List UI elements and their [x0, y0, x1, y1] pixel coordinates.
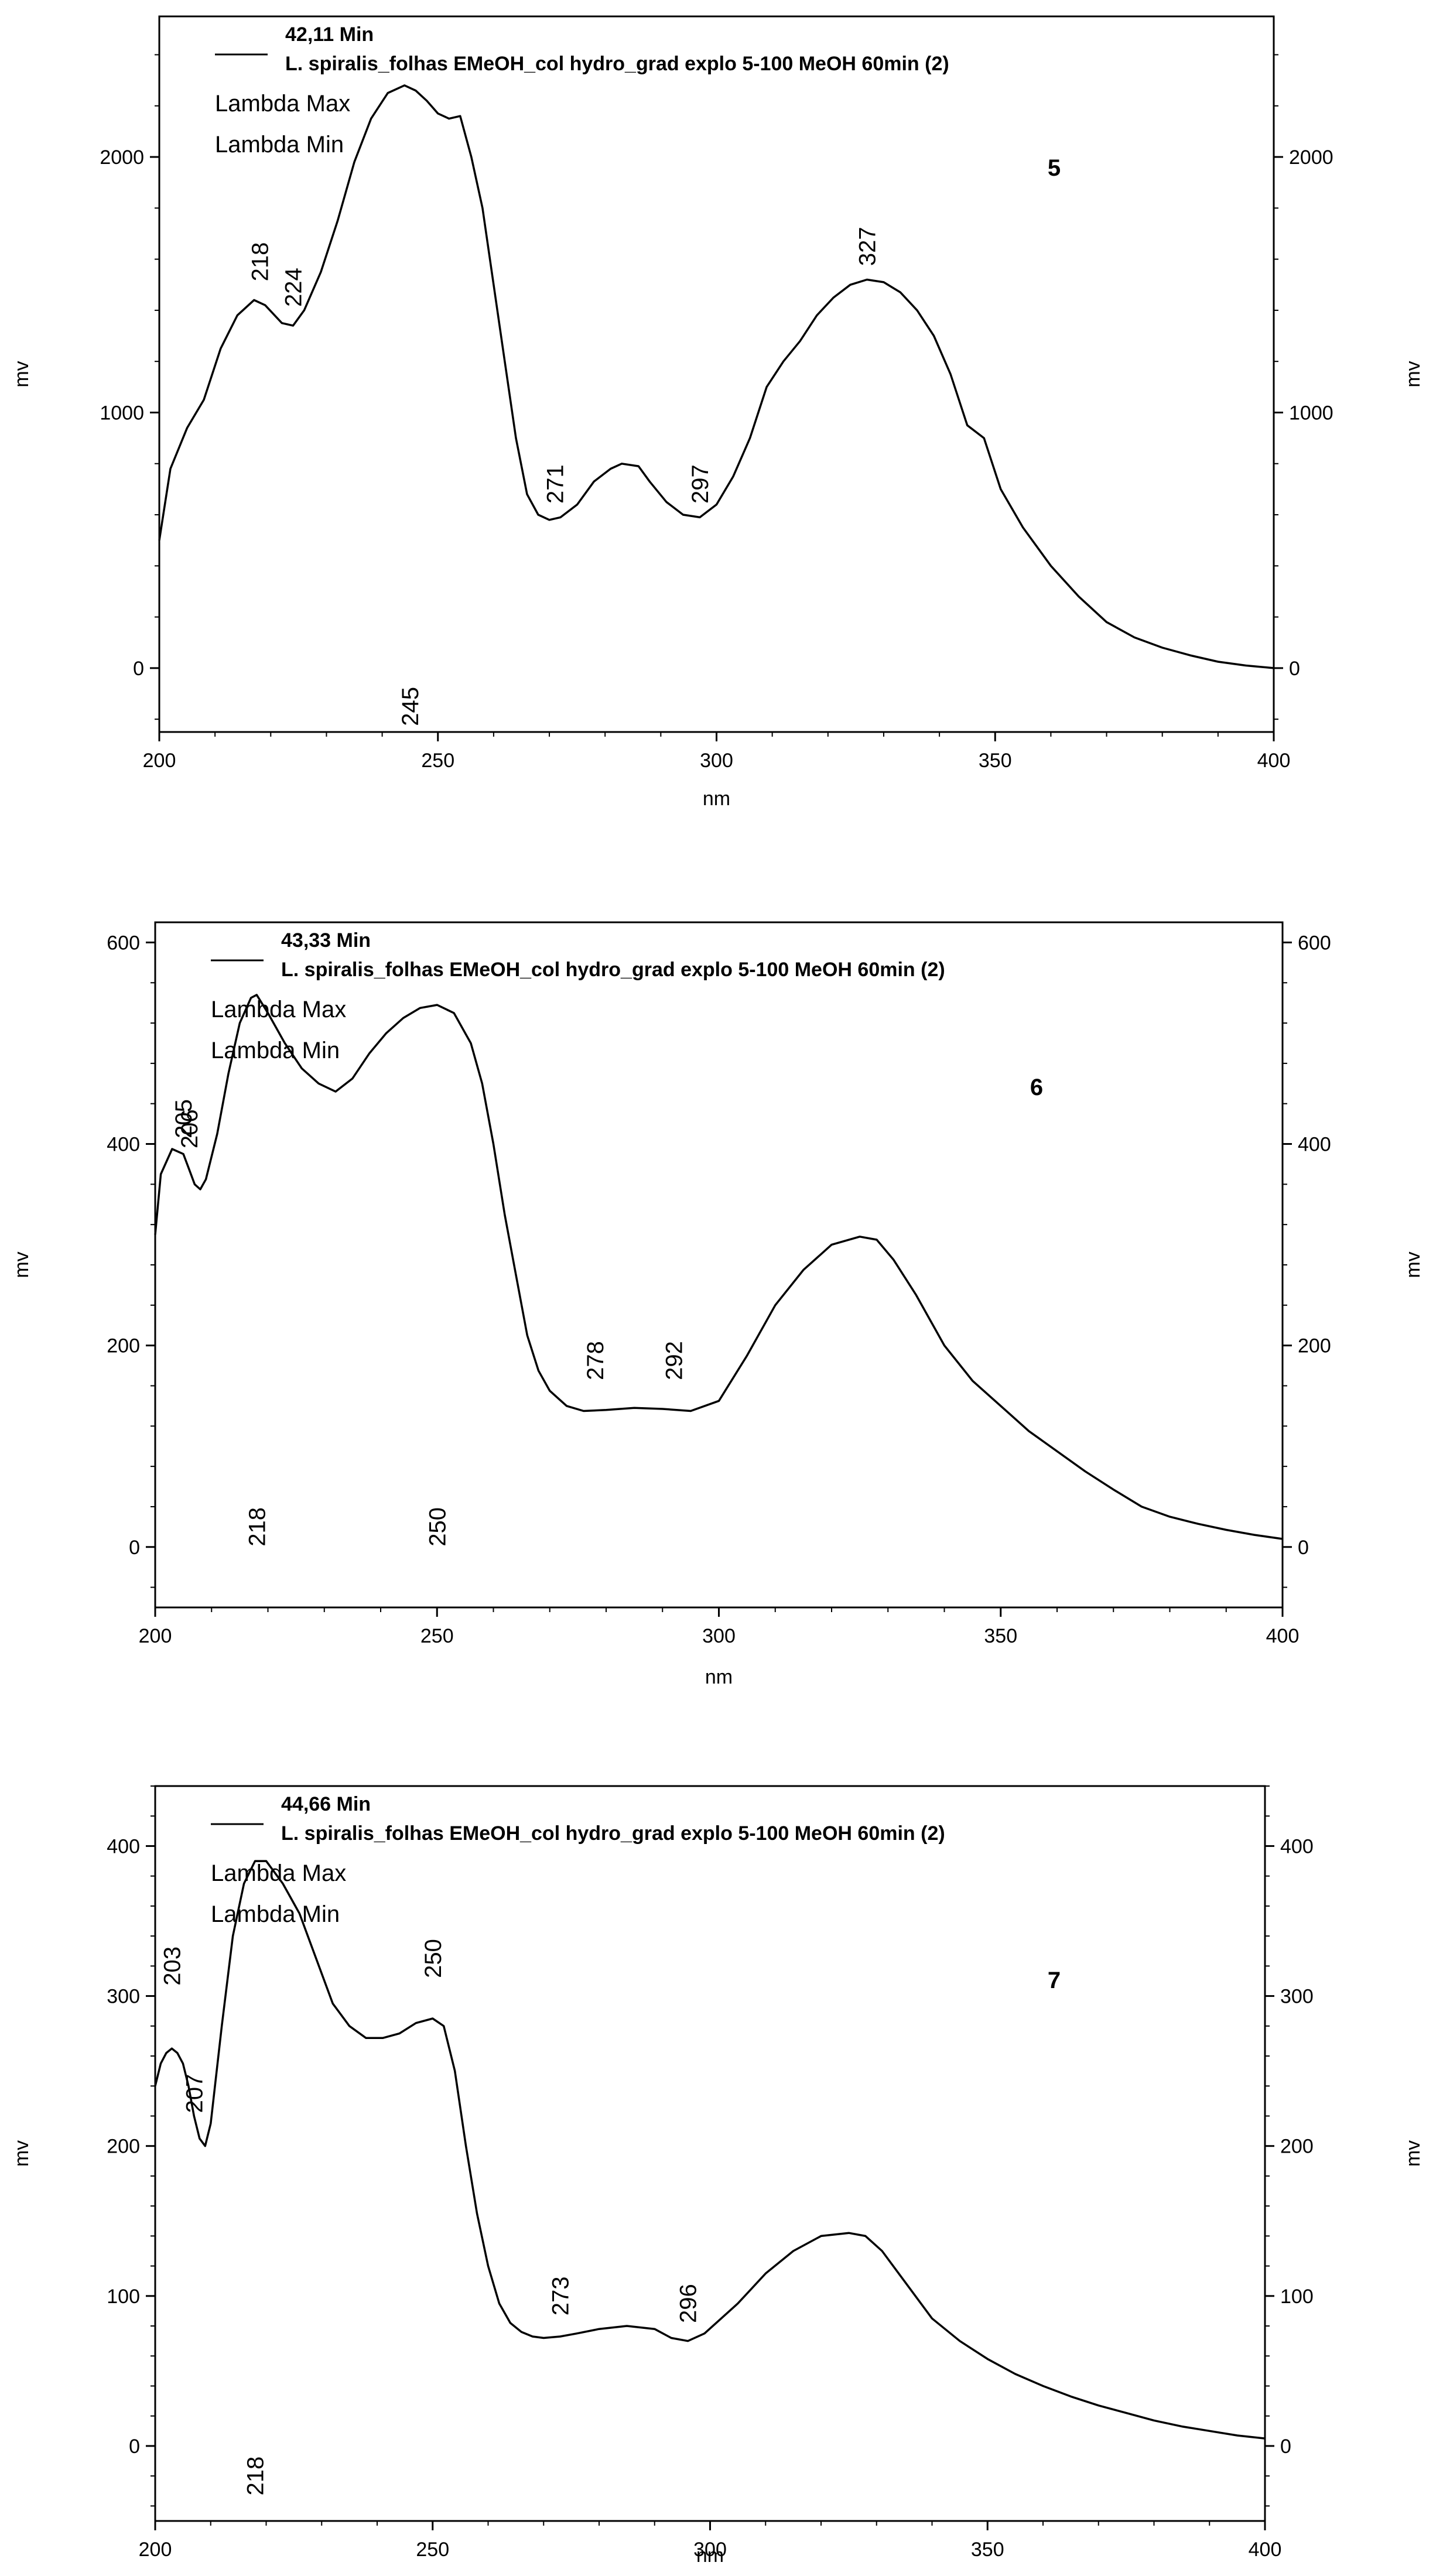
- x-axis-title: nm: [705, 1666, 733, 1688]
- peak-label: 278: [583, 1341, 608, 1380]
- plot-frame: [158, 15, 1275, 733]
- y-tick-label-right: 1000: [1289, 402, 1333, 424]
- y-axis-title-left: mv: [11, 1251, 33, 1278]
- plot-frame: [154, 1785, 1266, 2522]
- peak-label: 271: [543, 464, 569, 504]
- legend-sample: L. spiralis_folhas EMeOH_col hydro_grad …: [285, 53, 949, 75]
- peak-label: 205: [171, 1099, 197, 1138]
- y-tick-label-right: 0: [1289, 658, 1300, 680]
- x-tick-label: 250: [416, 2539, 449, 2561]
- legend-lambda-min: Lambda Min: [211, 1038, 340, 1063]
- y-tick-label-right: 0: [1298, 1537, 1309, 1559]
- x-tick-label: 200: [139, 1625, 172, 1647]
- x-tick-label: 300: [702, 1625, 736, 1647]
- peak-label: 292: [662, 1341, 688, 1380]
- y-tick-label-right: 300: [1280, 1986, 1314, 2008]
- y-axis-title-left: mv: [11, 2140, 33, 2167]
- x-tick-label: 200: [139, 2539, 172, 2561]
- plot-frame: [154, 921, 1284, 1609]
- x-tick-label: 400: [1266, 1625, 1300, 1647]
- y-tick-label-left: 2000: [100, 146, 144, 169]
- x-tick-label: 350: [979, 750, 1012, 772]
- y-tick-label-right: 400: [1280, 1835, 1314, 1857]
- x-tick-label: 300: [693, 2539, 727, 2561]
- peak-label: 218: [243, 2457, 269, 2496]
- x-tick-label: 350: [971, 2539, 1004, 2561]
- y-axis-title-right: mv: [1402, 2140, 1424, 2167]
- x-axis-title: nm: [703, 788, 730, 810]
- legend-time: 44,66 Min: [281, 1793, 371, 1815]
- y-tick-label-left: 100: [107, 2286, 140, 2308]
- y-tick-label-left: 0: [129, 2435, 140, 2458]
- y-tick-label-left: 600: [107, 932, 140, 954]
- y-tick-label-left: 0: [129, 1537, 140, 1559]
- y-axis-title-right: mv: [1402, 361, 1424, 387]
- spectrum-line: [154, 994, 1283, 1540]
- spectrum-line: [154, 1860, 1266, 2440]
- y-tick-label-right: 200: [1298, 1335, 1331, 1357]
- y-tick-label-left: 200: [107, 2136, 140, 2158]
- x-tick-label: 400: [1249, 2539, 1282, 2561]
- y-tick-label-right: 100: [1280, 2286, 1314, 2308]
- y-tick-label-right: 0: [1280, 2435, 1291, 2458]
- peak-label: 273: [548, 2276, 574, 2315]
- peak-label: 250: [420, 1939, 446, 1978]
- legend-lambda-max: Lambda Max: [215, 91, 350, 117]
- y-tick-label-left: 400: [107, 1134, 140, 1156]
- legend-lambda-min: Lambda Min: [215, 132, 344, 158]
- panel-number: 5: [1048, 155, 1061, 181]
- x-tick-label: 350: [984, 1625, 1017, 1647]
- y-tick-label-left: 0: [133, 658, 144, 680]
- peak-label: 206: [177, 1109, 203, 1148]
- peak-label: 250: [425, 1507, 450, 1547]
- x-tick-label: 300: [700, 750, 733, 772]
- y-axis-title-left: mv: [11, 361, 33, 387]
- y-tick-label-left: 200: [107, 1335, 140, 1357]
- legend-sample: L. spiralis_folhas EMeOH_col hydro_grad …: [281, 1822, 945, 1845]
- y-tick-label-right: 2000: [1289, 146, 1333, 169]
- legend-time: 42,11 Min: [285, 23, 374, 46]
- spectrum-panel-6: 200 250 300 350 400 0 0 200 200 400 400 600 600 nm mv m…: [11, 921, 1424, 1688]
- legend-lambda-min: Lambda Min: [211, 1901, 340, 1927]
- peak-label: 297: [688, 464, 713, 504]
- peak-label: 245: [398, 687, 423, 726]
- x-tick-label: 200: [143, 750, 176, 772]
- y-tick-label-left: 400: [107, 1835, 140, 1857]
- legend-time: 43,33 Min: [281, 929, 371, 952]
- spectrum-panel-7: 200 250 300 350 400 0 0 100 100 200 200 300 300 400 40…: [11, 1785, 1424, 2567]
- y-tick-label-left: 1000: [100, 402, 144, 424]
- y-axis-title-right: mv: [1402, 1251, 1424, 1278]
- y-tick-label-right: 600: [1298, 932, 1331, 954]
- legend-sample: L. spiralis_folhas EMeOH_col hydro_grad …: [281, 959, 945, 981]
- peak-label: 224: [281, 268, 306, 307]
- y-tick-label-right: 400: [1298, 1134, 1331, 1156]
- x-tick-label: 250: [421, 750, 454, 772]
- legend-lambda-max: Lambda Max: [211, 1860, 346, 1886]
- peak-label: 203: [159, 1946, 185, 1986]
- x-tick-label: 250: [420, 1625, 454, 1647]
- spectrum-line: [158, 84, 1274, 669]
- y-tick-label-left: 300: [107, 1986, 140, 2008]
- legend-lambda-max: Lambda Max: [211, 997, 346, 1022]
- peak-label: 327: [854, 227, 880, 266]
- peak-label: 218: [244, 1507, 270, 1547]
- peak-label: 207: [182, 2074, 207, 2113]
- panel-number: 6: [1030, 1075, 1043, 1100]
- spectrum-panel-5: 200 250 300 350 400 0 0 1000 1000 2000 2000 nm mv mv 2…: [11, 15, 1424, 810]
- peak-label: 296: [676, 2284, 702, 2323]
- panel-number: 7: [1048, 1968, 1061, 1993]
- x-tick-label: 400: [1257, 750, 1291, 772]
- x-axis-title: nm: [696, 2544, 724, 2567]
- peak-label: 218: [247, 242, 273, 282]
- y-tick-label-right: 200: [1280, 2136, 1314, 2158]
